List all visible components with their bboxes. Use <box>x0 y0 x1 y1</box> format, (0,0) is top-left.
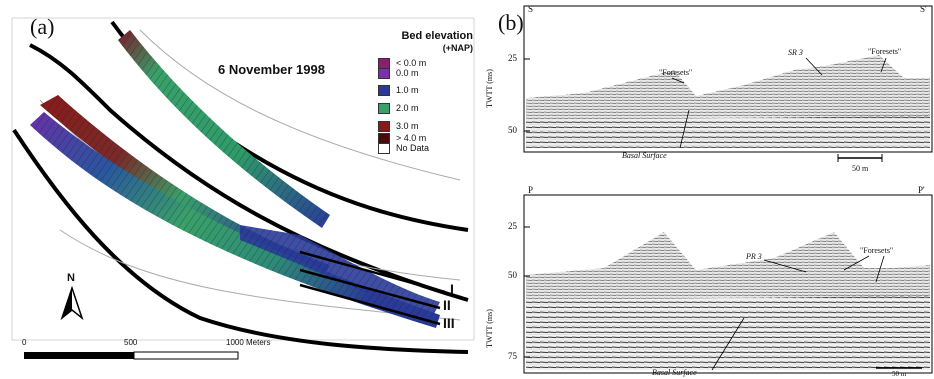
scale-tick-0: 0 <box>22 338 27 347</box>
section-label-1: I <box>450 281 454 297</box>
legend: Bed elevation (+NAP) < 0.0 m 0.0 m 1.0 m… <box>378 30 473 157</box>
river-bank-lower <box>12 128 469 354</box>
scale-bar <box>24 351 239 360</box>
river-bank-outer <box>29 43 469 302</box>
legend-title: Bed elevation <box>401 30 473 42</box>
legend-item: 0.0 m <box>378 67 419 79</box>
profile-bottom-ytick-50: 50 <box>508 270 517 280</box>
legend-item: 3.0 m <box>378 120 419 132</box>
annotation-foresets-3: "Foresets" <box>860 246 894 255</box>
section-line-2 <box>299 268 441 310</box>
profile-bottom-end: P' <box>918 185 925 195</box>
annotation-sr3: SR 3 <box>788 48 803 57</box>
scale-tick-1000: 1000 Meters <box>226 338 271 347</box>
profile-top-yaxis: TWTT (ms) <box>484 69 494 108</box>
profile-bottom-start: P <box>528 185 534 195</box>
scale-tick-500: 500 <box>124 338 138 347</box>
profile-top-end: S' <box>920 4 927 14</box>
profile-top-ytick-25: 25 <box>508 53 517 63</box>
annotation-foresets-2: "Foresets" <box>868 47 902 56</box>
scale-label-bottom: 50 m <box>892 370 907 378</box>
annotation-pr3: PR 3 <box>746 252 762 261</box>
annotation-basal-top: Basal Surface <box>622 151 667 160</box>
seismic-profiles <box>523 5 933 374</box>
north-arrow-icon <box>60 285 84 321</box>
north-label: N <box>67 272 75 284</box>
panel-a-label: (a) <box>30 14 55 39</box>
panel-b: (b) S S' 25 50 TWTT (ms) "Foresets" SR 3… <box>484 0 934 379</box>
panel-b-label: (b) <box>498 10 524 35</box>
legend-subtitle: (+NAP) <box>442 43 473 53</box>
profile-top-ytick-50: 50 <box>508 125 517 135</box>
legend-item: No Data <box>378 142 429 154</box>
section-label-2: II <box>443 297 451 313</box>
map-date: 6 November 1998 <box>218 62 325 77</box>
profile-bottom-ytick-25: 25 <box>508 221 517 231</box>
bathymetry-map <box>11 17 475 360</box>
profile-top-start: S <box>528 4 534 14</box>
scale-label-top: 50 m <box>852 164 869 173</box>
profile-bottom-ytick-75: 75 <box>508 351 517 361</box>
annotation-foresets-1: "Foresets" <box>659 68 693 77</box>
panel-a: (a) 6 November 1998 Bed elevation (+NAP)… <box>11 14 475 360</box>
section-line-1 <box>299 250 446 294</box>
legend-item: 2.0 m <box>378 102 419 114</box>
profile-bottom-yaxis: TWTT (ms) <box>484 309 494 348</box>
annotation-basal-bottom: Basal Surface <box>652 368 697 377</box>
legend-item: 1.0 m <box>378 84 419 96</box>
section-line-3 <box>299 283 441 326</box>
section-label-3: III <box>443 315 455 331</box>
